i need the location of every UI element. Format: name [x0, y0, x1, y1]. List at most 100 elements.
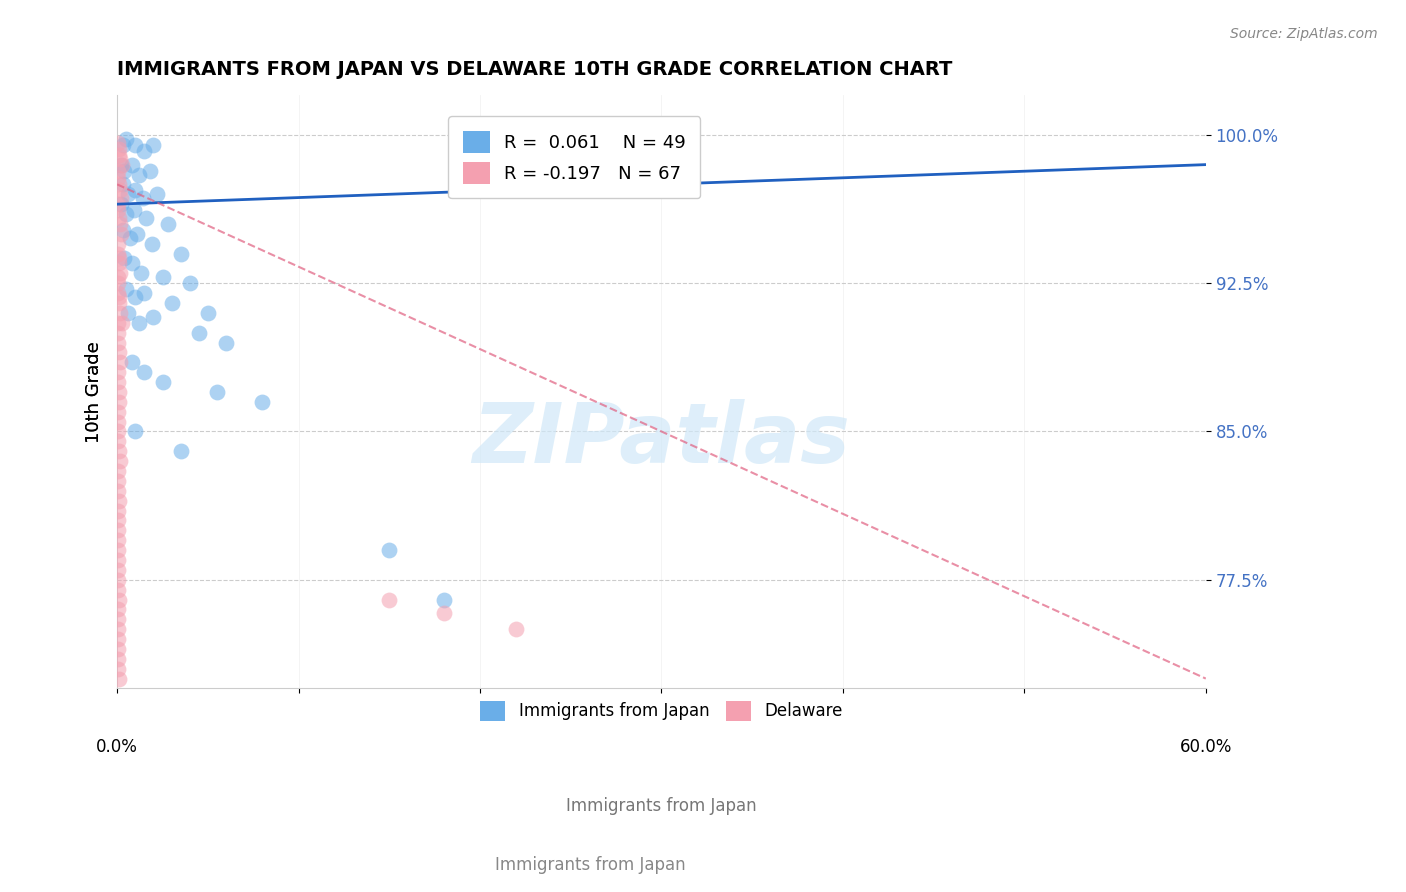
Point — [127, 227, 149, 241]
Point — [108, 306, 131, 320]
Point — [107, 602, 129, 616]
Point — [107, 246, 129, 260]
Point — [107, 171, 129, 186]
Point — [124, 183, 146, 197]
Point — [179, 277, 201, 291]
Text: ZIPatlas: ZIPatlas — [472, 399, 851, 480]
Text: Immigrants from Japan: Immigrants from Japan — [567, 797, 756, 815]
Point — [142, 137, 165, 152]
Point — [107, 270, 129, 285]
Point — [108, 256, 131, 270]
Point — [107, 286, 129, 301]
Point — [107, 553, 129, 567]
Point — [433, 607, 456, 621]
Point — [107, 197, 129, 211]
Point — [134, 286, 156, 301]
Legend: R =  0.061    N = 49, R = -0.197   N = 67: R = 0.061 N = 49, R = -0.197 N = 67 — [449, 116, 700, 198]
Point — [128, 316, 150, 330]
Point — [252, 394, 274, 409]
Point — [108, 290, 131, 304]
Point — [107, 483, 129, 498]
Text: Immigrants from Japan: Immigrants from Japan — [495, 856, 686, 874]
Text: 0.0%: 0.0% — [96, 738, 138, 756]
Text: IMMIGRANTS FROM JAPAN VS DELAWARE 10TH GRADE CORRELATION CHART: IMMIGRANTS FROM JAPAN VS DELAWARE 10TH G… — [117, 60, 952, 78]
Point — [117, 187, 139, 202]
Point — [378, 592, 401, 607]
Y-axis label: 10th Grade: 10th Grade — [86, 341, 103, 442]
Point — [141, 236, 163, 251]
Point — [108, 211, 131, 225]
Point — [108, 493, 131, 508]
Point — [124, 290, 146, 304]
Point — [107, 251, 129, 265]
Y-axis label: 10th Grade: 10th Grade — [86, 341, 103, 442]
Point — [107, 136, 129, 150]
Point — [107, 524, 129, 538]
Point — [107, 533, 129, 548]
Point — [107, 652, 129, 666]
Point — [107, 592, 129, 607]
Point — [107, 365, 129, 379]
Point — [121, 256, 143, 270]
Point — [114, 163, 136, 178]
Point — [129, 266, 152, 280]
Point — [108, 394, 131, 409]
Point — [107, 326, 129, 340]
Point — [107, 672, 129, 686]
Point — [108, 296, 131, 310]
Point — [111, 158, 134, 172]
Point — [139, 163, 162, 178]
Point — [135, 211, 157, 225]
Point — [121, 355, 143, 369]
Point — [152, 270, 174, 285]
Point — [122, 203, 145, 218]
Point — [111, 137, 134, 152]
Point — [118, 231, 141, 245]
Point — [115, 207, 138, 221]
Point — [107, 464, 129, 478]
Point — [146, 187, 169, 202]
Point — [108, 454, 131, 468]
Point — [205, 384, 228, 399]
Point — [433, 592, 456, 607]
Point — [124, 425, 146, 439]
Point — [108, 178, 131, 192]
Point — [107, 384, 129, 399]
Point — [110, 266, 132, 280]
Point — [107, 316, 129, 330]
Point — [107, 632, 129, 646]
Point — [156, 217, 179, 231]
Text: 60.0%: 60.0% — [1180, 738, 1232, 756]
Point — [107, 425, 129, 439]
Point — [107, 642, 129, 657]
Point — [134, 144, 156, 158]
Point — [108, 345, 131, 359]
Point — [117, 306, 139, 320]
Point — [107, 582, 129, 597]
Point — [110, 191, 132, 205]
Point — [108, 217, 131, 231]
Point — [128, 168, 150, 182]
Point — [107, 543, 129, 558]
Point — [107, 415, 129, 429]
Point — [107, 335, 129, 350]
Point — [110, 152, 132, 166]
Point — [111, 316, 134, 330]
Point — [107, 375, 129, 389]
Text: Source: ZipAtlas.com: Source: ZipAtlas.com — [1230, 27, 1378, 41]
Point — [108, 147, 131, 161]
Point — [107, 573, 129, 587]
Point — [134, 365, 156, 379]
Point — [108, 355, 131, 369]
Point — [107, 612, 129, 626]
Point — [110, 227, 132, 241]
Point — [115, 132, 138, 146]
Point — [170, 444, 193, 458]
Point — [110, 158, 132, 172]
Point — [114, 251, 136, 265]
Point — [505, 622, 527, 636]
Point — [107, 203, 129, 218]
Point — [142, 310, 165, 324]
Point — [111, 178, 134, 192]
Point — [107, 513, 129, 527]
